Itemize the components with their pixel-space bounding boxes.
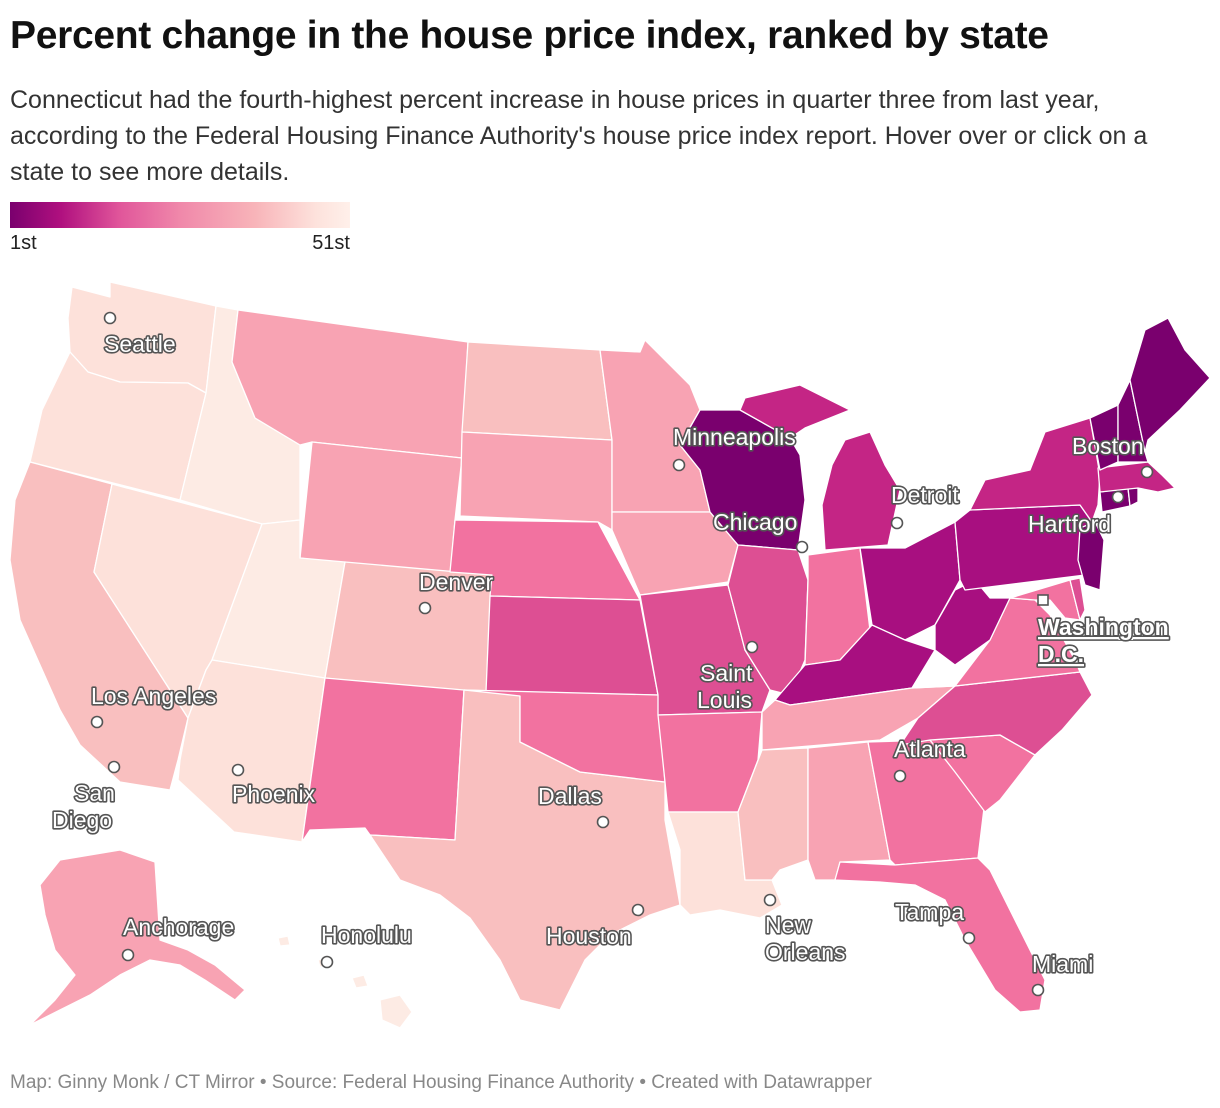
tampa-marker (962, 931, 976, 945)
state-new-hampshire[interactable] (1117, 379, 1149, 463)
anchorage-marker (121, 948, 135, 962)
state-kansas[interactable] (485, 595, 659, 696)
minneapolis-label: Minneapolis (673, 424, 796, 450)
miami-marker (1031, 983, 1045, 997)
honolulu-label: Honolulu (321, 922, 412, 948)
state-massachusetts[interactable] (1097, 461, 1176, 493)
state-maine[interactable] (1129, 317, 1211, 453)
boston-marker (1140, 465, 1154, 479)
denver-label: Denver (419, 569, 493, 595)
state-delaware[interactable] (1069, 577, 1086, 621)
san-diego-marker (107, 760, 121, 774)
houston-marker (631, 903, 645, 917)
new-orleans-label-line2: Orleans (765, 939, 846, 965)
minneapolis-marker (672, 458, 686, 472)
atlanta-label: Atlanta (894, 736, 966, 762)
legend-min-label: 1st (10, 232, 37, 254)
seattle-marker (103, 311, 117, 325)
state-north-dakota[interactable] (461, 341, 613, 441)
washington-dc-label-line1: Washington (1038, 614, 1169, 640)
chart-title: Percent change in the house price index,… (10, 14, 1049, 57)
state-virginia[interactable] (911, 597, 1081, 689)
state-new-mexico[interactable] (301, 677, 465, 843)
state-alaska[interactable] (29, 849, 246, 1026)
chicago-marker (795, 540, 809, 554)
state-rhode-island[interactable] (1127, 487, 1139, 507)
los-angeles-label: Los Angeles (91, 683, 216, 709)
state-new-jersey[interactable] (1077, 521, 1105, 591)
miami-label: Miami (1032, 951, 1093, 977)
dallas-label: Dallas (538, 783, 602, 809)
phoenix-marker (231, 763, 245, 777)
chart-subtitle: Connecticut had the fourth-highest perce… (10, 86, 1148, 186)
boston-label: Boston (1072, 433, 1144, 459)
saint-louis-label-line1: Saint (700, 660, 753, 686)
seattle-label: Seattle (104, 331, 176, 357)
state-florida[interactable] (834, 857, 1046, 1013)
state-hawaii-kauai[interactable] (277, 935, 291, 947)
hartford-marker (1111, 490, 1125, 504)
detroit-marker (890, 516, 904, 530)
hartford-label: Hartford (1028, 511, 1111, 537)
san-diego-label-line2: Diego (52, 807, 112, 833)
new-orleans-marker (763, 893, 777, 907)
legend-gradient-bar (10, 202, 350, 228)
us-state-map: Seattle Minneapolis Boston Detroit Chica… (9, 281, 1211, 1029)
state-hawaii-big-island[interactable] (379, 994, 413, 1029)
chicago-label: Chicago (713, 509, 797, 535)
los-angeles-marker (90, 715, 104, 729)
legend-max-label: 51st (312, 232, 350, 254)
washington-dc-label-line2: D.C. (1038, 641, 1084, 667)
dallas-marker (596, 815, 610, 829)
color-legend: 1st 51st (10, 202, 350, 258)
anchorage-label: Anchorage (123, 914, 234, 940)
phoenix-label: Phoenix (232, 781, 316, 807)
saint-louis-label-line2: Louis (697, 687, 752, 713)
new-orleans-label-line1: New (765, 912, 811, 938)
saint-louis-marker (745, 640, 759, 654)
source-credit: Map: Ginny Monk / CT Mirror • Source: Fe… (10, 1072, 872, 1093)
state-hawaii-maui[interactable] (351, 974, 369, 989)
washington-dc-marker (1037, 594, 1049, 606)
detroit-label: Detroit (891, 482, 959, 508)
state-south-dakota[interactable] (459, 431, 613, 531)
tampa-label: Tampa (895, 899, 964, 925)
denver-marker (418, 601, 432, 615)
state-michigan[interactable] (739, 384, 901, 551)
atlanta-marker (893, 769, 907, 783)
houston-label: Houston (546, 923, 632, 949)
san-diego-label-line1: San (74, 780, 115, 806)
honolulu-marker (320, 955, 334, 969)
state-wyoming[interactable] (299, 441, 463, 579)
